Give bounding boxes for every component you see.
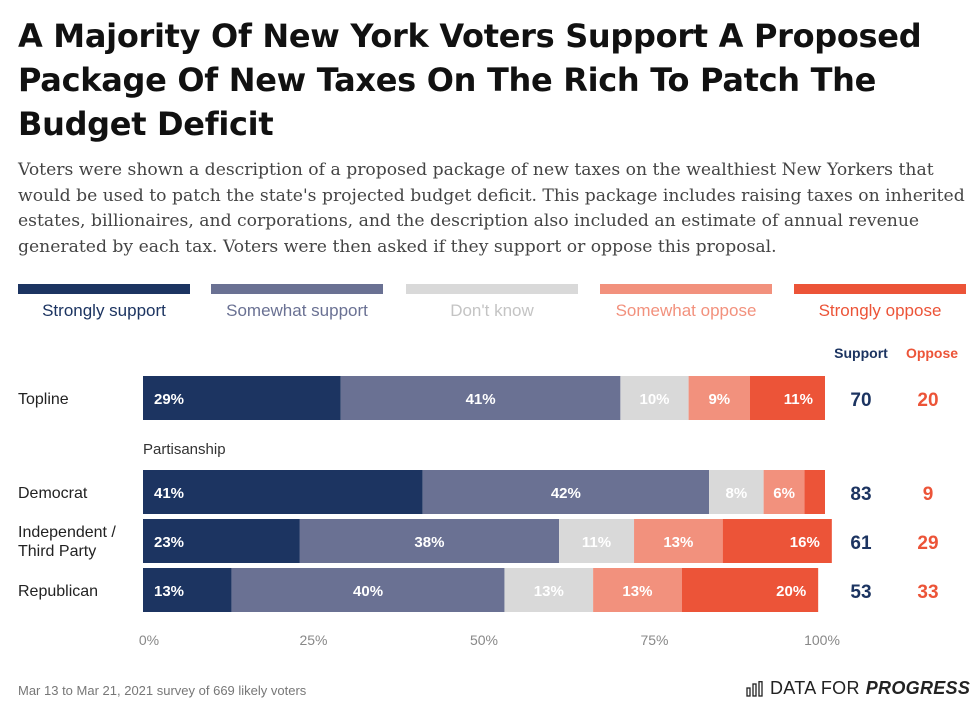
stacked-bar-chart: Support Oppose Partisanship Topline 29% 41% 10… — [18, 345, 958, 648]
data-label: 13% — [663, 534, 693, 551]
legend-swatch — [794, 284, 966, 294]
bar-segment — [143, 568, 232, 612]
data-label: 13% — [622, 583, 652, 600]
data-label: 40% — [353, 583, 383, 600]
oppose-total: 9 — [923, 484, 934, 505]
bar-segment — [143, 519, 300, 563]
legend-item: Strongly support — [18, 284, 190, 321]
support-total: 61 — [850, 533, 872, 554]
support-total: 70 — [850, 390, 871, 411]
data-label: 8% — [725, 485, 747, 502]
oppose-header: Oppose — [906, 345, 958, 361]
legend-item: Strongly oppose — [794, 284, 966, 321]
data-label: 10% — [639, 391, 669, 408]
bar-segment — [634, 519, 723, 563]
legend-swatch — [211, 284, 383, 294]
bar-chart-icon — [746, 680, 763, 697]
data-label: 13% — [154, 583, 184, 600]
x-tick-label: 75% — [640, 632, 668, 648]
brand-logo: DATA FOR PROGRESS — [746, 678, 970, 699]
legend-label: Strongly support — [42, 301, 166, 320]
legend-swatch — [600, 284, 772, 294]
support-total: 83 — [850, 484, 871, 505]
legend-item: Somewhat oppose — [600, 284, 772, 321]
bar-segment — [559, 519, 635, 563]
support-header: Support — [834, 345, 888, 361]
legend-label: Strongly oppose — [818, 301, 942, 320]
data-label: 9% — [708, 391, 730, 408]
bar-segment — [422, 470, 710, 514]
data-label: 23% — [154, 534, 184, 551]
data-label: 11% — [784, 391, 813, 408]
data-label: 6% — [773, 485, 795, 502]
oppose-total: 29 — [917, 533, 938, 554]
x-tick-label: 25% — [299, 632, 327, 648]
bar-segment — [620, 376, 689, 420]
bar-segment — [749, 376, 825, 420]
data-label: 41% — [466, 391, 496, 408]
data-label: 13% — [534, 583, 564, 600]
bar-segment — [143, 376, 341, 420]
oppose-total: 20 — [917, 390, 938, 411]
chart-title: A Majority Of New York Voters Support A … — [18, 17, 922, 143]
chart-subtitle: Voters were shown a description of a pro… — [18, 160, 965, 257]
bar-segment — [688, 376, 750, 420]
bar-segment — [231, 568, 505, 612]
oppose-total: 33 — [917, 582, 938, 603]
bar-segment — [299, 519, 560, 563]
data-label: 29% — [154, 391, 184, 408]
group-label: Partisanship — [143, 441, 226, 458]
data-label: 41% — [154, 485, 184, 502]
category-label: Republican — [18, 583, 98, 600]
legend: Strongly support Somewhat support Don't kn… — [18, 284, 966, 324]
legend-swatch — [406, 284, 578, 294]
category-label: Democrat — [18, 485, 88, 502]
legend-item: Somewhat support — [211, 284, 383, 321]
x-tick-label: 100% — [804, 632, 840, 648]
legend-item: Don't know — [406, 284, 578, 321]
legend-swatch — [18, 284, 190, 294]
category-label: Independent / — [18, 524, 116, 541]
data-label: 38% — [414, 534, 444, 551]
support-total: 53 — [850, 582, 871, 603]
legend-label: Somewhat support — [226, 301, 368, 320]
data-label: 20% — [776, 583, 806, 600]
bar-segment — [504, 568, 594, 612]
bar-segment — [340, 376, 621, 420]
data-label: 11% — [582, 534, 611, 551]
bar-segment — [709, 470, 764, 514]
data-label: 42% — [551, 485, 581, 502]
category-label: Third Party — [18, 543, 96, 560]
bar-segment — [763, 470, 805, 514]
brand-text: DATA FOR — [770, 678, 860, 698]
bar-segment — [722, 519, 832, 563]
category-label: Topline — [18, 391, 69, 408]
survey-note: Mar 13 to Mar 21, 2021 survey of 669 lik… — [18, 683, 307, 698]
bar-segment — [143, 470, 423, 514]
x-tick-label: 50% — [470, 632, 498, 648]
bar-segment — [593, 568, 682, 612]
bar-segment — [804, 470, 825, 514]
x-tick-label: 0% — [139, 632, 159, 648]
legend-label: Somewhat oppose — [615, 301, 757, 320]
bar-segment — [681, 568, 819, 612]
brand-text-bold: PROGRESS — [865, 678, 971, 698]
data-label: 16% — [790, 534, 820, 551]
legend-label: Don't know — [450, 301, 534, 320]
